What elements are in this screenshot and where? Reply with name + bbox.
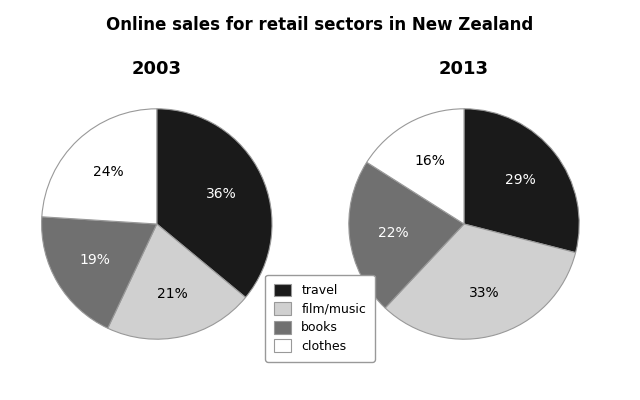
Wedge shape — [42, 109, 157, 224]
Legend: travel, film/music, books, clothes: travel, film/music, books, clothes — [265, 275, 375, 362]
Wedge shape — [42, 217, 157, 328]
Title: 2003: 2003 — [132, 60, 182, 78]
Text: 24%: 24% — [93, 165, 124, 179]
Text: 16%: 16% — [414, 154, 445, 168]
Wedge shape — [385, 224, 575, 339]
Wedge shape — [367, 109, 464, 224]
Title: 2013: 2013 — [439, 60, 489, 78]
Text: 21%: 21% — [157, 287, 188, 301]
Text: Online sales for retail sectors in New Zealand: Online sales for retail sectors in New Z… — [106, 16, 534, 34]
Text: 22%: 22% — [378, 226, 408, 240]
Text: 29%: 29% — [505, 173, 536, 187]
Wedge shape — [157, 109, 272, 298]
Wedge shape — [464, 109, 579, 253]
Text: 33%: 33% — [468, 286, 499, 300]
Text: 19%: 19% — [80, 253, 111, 267]
Wedge shape — [349, 162, 464, 308]
Text: 36%: 36% — [206, 186, 237, 200]
Wedge shape — [108, 224, 246, 339]
